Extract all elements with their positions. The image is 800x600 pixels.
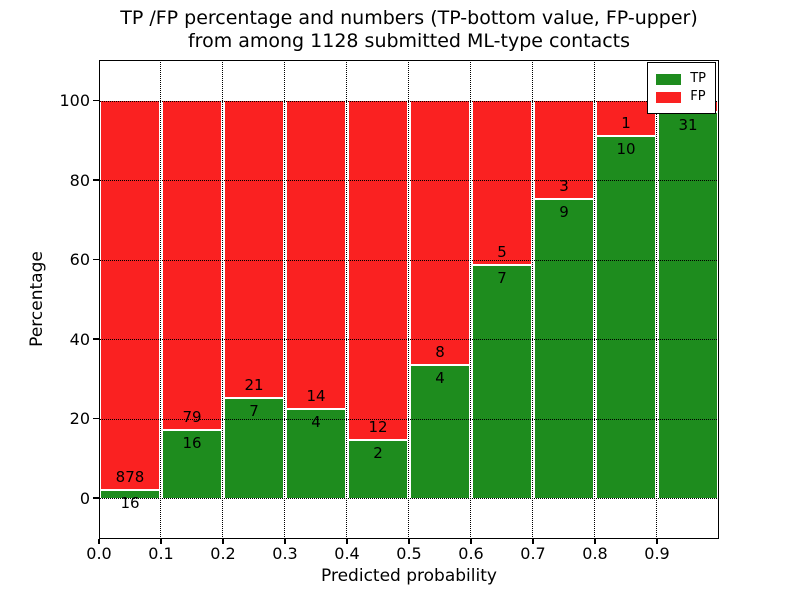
bar-segment-tp (473, 264, 531, 498)
fp-count-label: 5 (497, 243, 507, 262)
y-tick-mark (93, 179, 99, 181)
x-gridline (470, 60, 472, 539)
legend-swatch-tp (656, 73, 682, 85)
x-tick-label: 0.7 (520, 544, 546, 563)
x-tick-mark (594, 539, 596, 544)
y-tick-label: 60 (69, 250, 90, 269)
bar-segment-fp (349, 100, 407, 440)
x-tick-label: 0.4 (334, 544, 360, 563)
bar-segment-tp (411, 363, 469, 498)
fp-count-label: 3 (559, 176, 569, 195)
bar-segment-tp (535, 197, 593, 498)
x-tick-mark (222, 539, 224, 544)
x-tick-mark (656, 539, 658, 544)
fp-count-label: 79 (182, 408, 202, 427)
x-tick-label: 0.9 (644, 544, 670, 563)
chart-title: TP /FP percentage and numbers (TP-bottom… (99, 7, 719, 53)
tp-count-label: 7 (497, 269, 507, 288)
x-tick-label: 0.5 (396, 544, 422, 563)
bar-segment-tp (659, 110, 717, 498)
x-gridline (346, 60, 348, 539)
x-tick-mark (408, 539, 410, 544)
y-tick-mark (93, 258, 99, 261)
x-gridline (222, 60, 224, 539)
x-tick-label: 0.3 (272, 544, 298, 563)
bar-segment-tp (349, 439, 407, 498)
x-tick-mark (160, 539, 162, 544)
legend-swatch-fp (656, 91, 682, 103)
chart-title-line1: TP /FP percentage and numbers (TP-bottom… (120, 7, 698, 29)
x-tick-mark (532, 539, 534, 544)
y-tick-mark (93, 417, 99, 420)
bar-segment-fp (597, 100, 655, 135)
fp-count-label: 1 (621, 113, 631, 132)
x-tick-label: 0.8 (582, 544, 608, 563)
x-gridline (594, 60, 596, 539)
legend: TP FP (647, 62, 716, 114)
bar-segment-fp (163, 100, 221, 430)
bar-segment-tp (597, 134, 655, 498)
y-tick-mark (93, 338, 99, 340)
tp-count-label: 2 (373, 444, 383, 463)
y-tick-mark (93, 497, 99, 499)
fp-count-label: 21 (244, 375, 264, 394)
tp-count-label: 16 (120, 493, 140, 512)
x-tick-mark (346, 539, 348, 544)
bar-segment-tp (163, 429, 221, 498)
bar-segment-fp (535, 100, 593, 198)
tp-count-label: 31 (678, 115, 698, 134)
bar-segment-tp (101, 488, 159, 498)
x-gridline (656, 60, 658, 539)
bar-segment-fp (411, 100, 469, 364)
tp-count-label: 4 (435, 368, 445, 387)
x-axis-label: Predicted probability (321, 566, 497, 586)
legend-item-fp: FP (656, 90, 706, 104)
chart-title-line2: from among 1128 submitted ML-type contac… (187, 30, 631, 52)
x-tick-mark (284, 539, 286, 544)
bar-segment-fp (287, 100, 345, 408)
x-tick-label: 0.2 (210, 544, 236, 563)
legend-label: TP (690, 71, 706, 86)
y-tick-label: 0 (79, 488, 90, 508)
fp-count-label: 878 (115, 467, 145, 486)
legend-label: FP (690, 89, 706, 104)
tp-count-label: 16 (182, 434, 202, 453)
x-tick-mark (470, 539, 472, 544)
bar-segment-fp (473, 100, 531, 265)
bar-segment-tp (287, 407, 345, 498)
bar-segment-fp (225, 100, 283, 397)
legend-item-tp: TP (656, 72, 706, 86)
tp-count-label: 7 (249, 401, 259, 420)
y-tick-label: 100 (59, 91, 90, 110)
x-tick-label: 0.1 (148, 544, 174, 563)
y-tick-label: 20 (69, 409, 90, 428)
fp-count-label: 14 (306, 386, 326, 405)
plot-area: TP FP 0 20 40 60 80 100 0.0 0.1 0.2 0.3 0.4 0.5 0.6 0.… (59, 60, 719, 563)
x-gridline (532, 60, 534, 539)
y-tick-label: 40 (69, 329, 90, 349)
x-tick-label: 0.6 (458, 544, 484, 563)
x-tick-mark (98, 539, 100, 544)
x-tick-label: 0.0 (86, 544, 112, 563)
x-gridline (284, 60, 286, 539)
tp-count-label: 9 (559, 202, 569, 221)
fp-count-label: 12 (368, 418, 388, 437)
tp-count-label: 4 (311, 412, 321, 431)
bar-segment-tp (225, 396, 283, 498)
fp-count-label: 8 (435, 342, 445, 361)
y-tick-label: 80 (69, 170, 90, 190)
x-gridline (160, 60, 162, 539)
bar-segment-fp (101, 100, 159, 489)
tp-count-label: 10 (616, 139, 636, 158)
x-gridline (408, 60, 410, 539)
y-tick-mark (93, 99, 99, 102)
